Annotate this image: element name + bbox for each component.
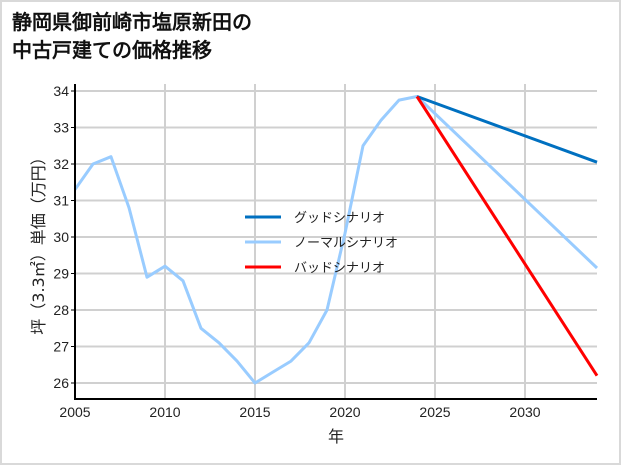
x-tick-label: 2025 bbox=[419, 404, 450, 420]
y-tick-label: 31 bbox=[53, 193, 69, 209]
legend-label: ノーマルシナリオ bbox=[294, 236, 398, 251]
y-tick-label: 27 bbox=[53, 339, 69, 355]
y-axis-ticks: 26 27 28 29 30 31 32 33 34 bbox=[53, 83, 75, 391]
y-tick-label: 28 bbox=[53, 302, 69, 318]
chart-title: 静岡県御前崎市塩原新田の 中古戸建ての価格推移 bbox=[12, 10, 252, 62]
x-tick-label: 2015 bbox=[239, 404, 270, 420]
y-tick-label: 30 bbox=[53, 229, 69, 245]
y-tick-label: 33 bbox=[53, 120, 69, 136]
y-tick-label: 32 bbox=[53, 156, 69, 172]
legend-label: グッドシナリオ bbox=[294, 211, 385, 226]
y-tick-label: 34 bbox=[53, 83, 69, 99]
series-line bbox=[416, 95, 598, 164]
x-tick-label: 2005 bbox=[59, 404, 90, 420]
x-axis-label: 年 bbox=[328, 427, 344, 446]
series-line bbox=[73, 95, 599, 385]
series-line bbox=[415, 95, 599, 377]
x-axis-ticks: 2005 2010 2015 2020 2025 2030 bbox=[59, 404, 540, 420]
x-tick-label: 2020 bbox=[329, 404, 360, 420]
y-tick-label: 26 bbox=[53, 375, 69, 391]
x-tick-label: 2010 bbox=[149, 404, 180, 420]
legend-label: バッドシナリオ bbox=[294, 261, 385, 276]
y-axis-label: 坪（3.3㎡）単価（万円） bbox=[29, 149, 48, 334]
data-lines bbox=[73, 95, 599, 385]
x-tick-label: 2030 bbox=[509, 404, 540, 420]
y-tick-label: 29 bbox=[53, 266, 69, 282]
